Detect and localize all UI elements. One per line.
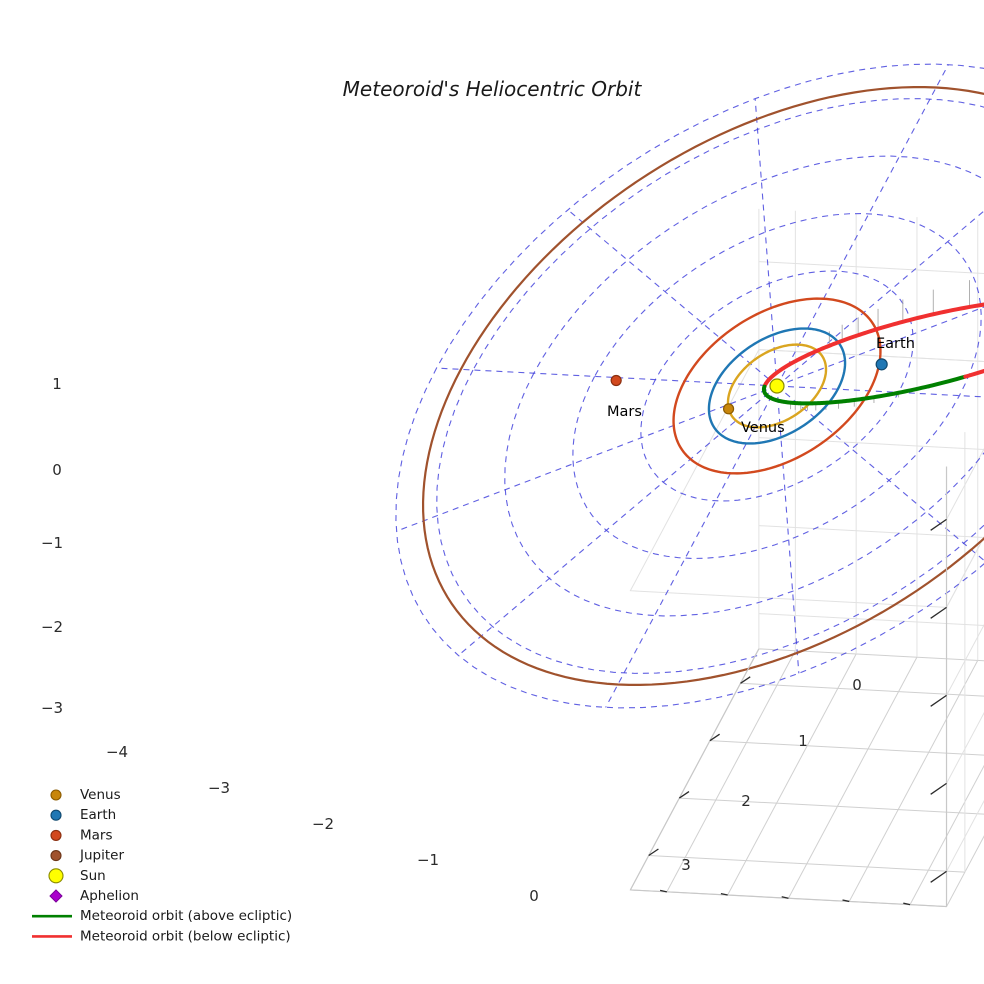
- legend-item-label: Meteoroid orbit (below ecliptic): [80, 928, 291, 944]
- mars-label: Mars: [607, 404, 642, 420]
- x-axis-tick-label: −4: [106, 743, 128, 761]
- y-tick-mark: [740, 676, 751, 684]
- legend-item-meteoroid-orbit-above-ecliptic[interactable]: Meteoroid orbit (above ecliptic): [32, 908, 292, 924]
- planet-orbit-ellipses: [421, 85, 984, 687]
- y-axis-tick-label: 2: [741, 792, 751, 810]
- z-axis-tick-label: 1: [52, 375, 62, 393]
- y-axis-tick-label: 3: [681, 856, 691, 874]
- z-axis-tick-label: −2: [41, 618, 63, 636]
- legend-item-sun[interactable]: Sun: [48, 868, 106, 884]
- mars-marker[interactable]: [610, 374, 622, 387]
- y-axis-tick-label: 0: [852, 676, 862, 694]
- meteoroid-orbit-path: [761, 302, 984, 406]
- legend-marker-icon: [49, 889, 63, 903]
- legend-marker-icon: [50, 809, 62, 821]
- legend-item-label: Earth: [80, 807, 116, 823]
- body-text-labels: Earth Mars Venus: [607, 336, 915, 436]
- axis-tick-labels: −4 −3 −2 −1 0 0 1 2 3 1 0 −1 −2 −3: [41, 375, 862, 905]
- x-tick-mark: [842, 899, 850, 903]
- x-tick-mark: [781, 896, 789, 899]
- earth-label: Earth: [876, 336, 915, 352]
- legend-item-label: Jupiter: [79, 848, 124, 864]
- legend-item-earth[interactable]: Earth: [50, 807, 116, 823]
- z-axis-tick-label: −3: [41, 699, 63, 717]
- legend-item-jupiter[interactable]: Jupiter: [50, 848, 124, 864]
- orbit-segment-above-ecliptic: [761, 374, 968, 406]
- z-tick-mark: [930, 518, 947, 531]
- z-tick-mark: [930, 606, 947, 619]
- x-axis-tick-label: −1: [417, 851, 439, 869]
- x-axis-tick-label: −3: [208, 779, 230, 797]
- venus-marker[interactable]: [722, 403, 735, 415]
- z-tick-mark: [930, 870, 947, 883]
- sun-marker[interactable]: [769, 378, 785, 394]
- axis-spines: [629, 466, 948, 908]
- x-tick-mark: [659, 889, 667, 893]
- x-axis-tick-label: −2: [312, 815, 334, 833]
- chart-title: Meteoroid's Heliocentric Orbit: [343, 77, 643, 101]
- legend-item-label: Sun: [80, 868, 106, 884]
- orbit-ellipse-earth: [707, 327, 847, 445]
- celestial-body-markers: [610, 358, 888, 415]
- legend-item-meteoroid-orbit-below-ecliptic[interactable]: Meteoroid orbit (below ecliptic): [32, 928, 291, 944]
- legend-item-label: Venus: [80, 787, 121, 803]
- legend-marker-icon: [50, 829, 62, 841]
- orbit-segment-below-ecliptic: [762, 302, 984, 389]
- y-tick-mark: [678, 791, 690, 799]
- legend-marker-icon: [48, 868, 64, 884]
- legend-item-aphelion[interactable]: Aphelion: [49, 888, 139, 904]
- orbit-ellipse-mars: [672, 297, 882, 475]
- orbit-ellipse-venus: [726, 343, 828, 429]
- legend-item-label: Meteoroid orbit (above ecliptic): [80, 908, 292, 924]
- venus-label: Venus: [741, 420, 785, 436]
- legend-marker-icon: [50, 789, 62, 801]
- earth-marker[interactable]: [875, 358, 888, 371]
- x-tick-mark: [720, 892, 728, 896]
- z-tick-mark: [930, 782, 947, 795]
- legend-marker-icon: [50, 850, 62, 862]
- x-tick-mark: [903, 902, 911, 906]
- z-tick-mark: [930, 694, 947, 707]
- z-axis-tick-label: 0: [52, 461, 62, 479]
- legend[interactable]: Venus Earth Mars Jupiter Sun Aphelion Meteoroi…: [32, 787, 292, 944]
- y-axis-tick-label: 1: [798, 732, 808, 750]
- y-tick-mark: [709, 733, 720, 742]
- x-axis-tick-label: 0: [529, 887, 539, 905]
- legend-item-label: Aphelion: [80, 888, 139, 904]
- y-tick-mark: [648, 848, 659, 857]
- z-axis-tick-label: −1: [41, 534, 63, 552]
- legend-item-mars[interactable]: Mars: [50, 827, 113, 843]
- orbit-ellipse-jupiter: [421, 85, 984, 687]
- legend-item-venus[interactable]: Venus: [50, 787, 121, 803]
- legend-item-label: Mars: [80, 827, 113, 843]
